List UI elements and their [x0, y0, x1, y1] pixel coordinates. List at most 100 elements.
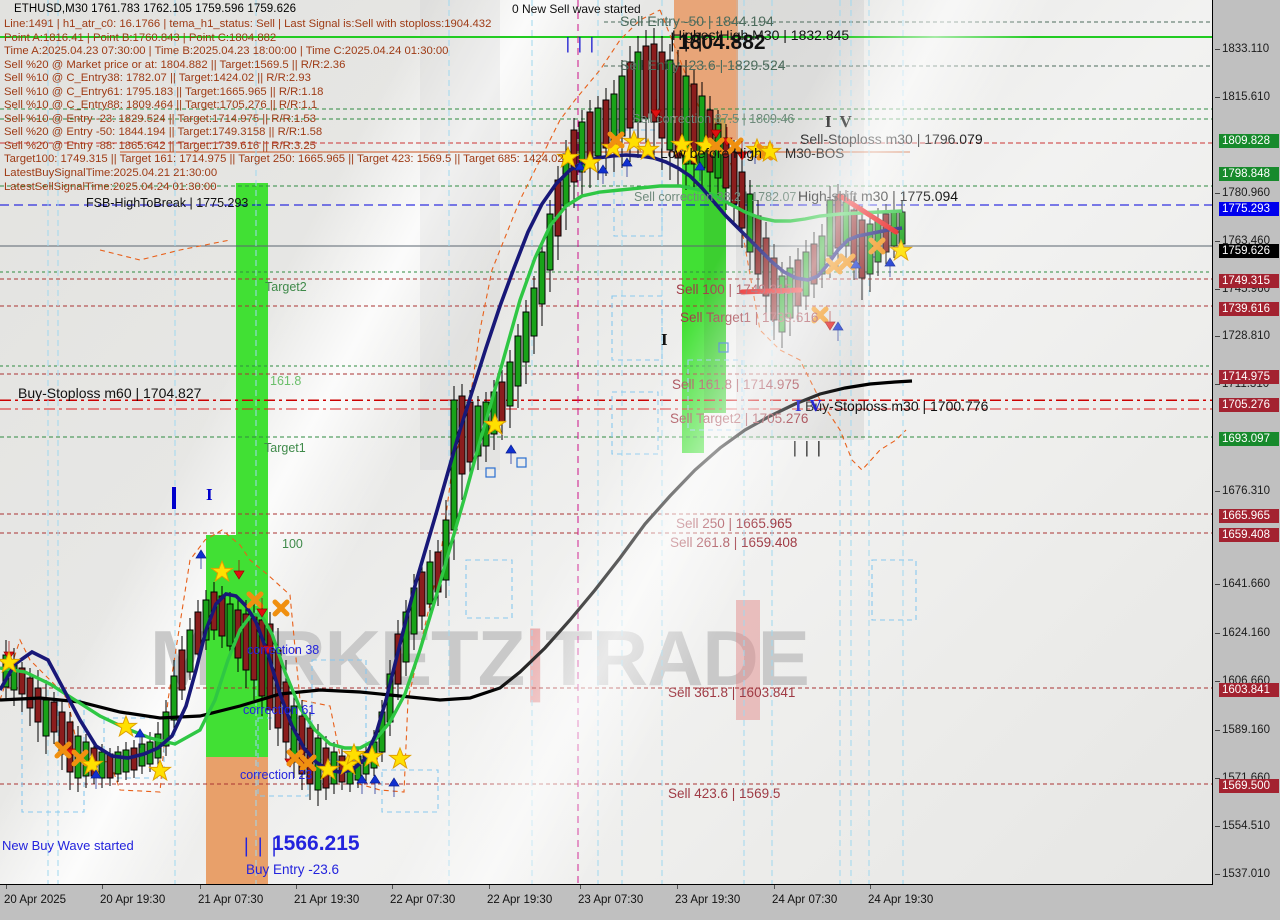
price-tick-mark [1215, 584, 1220, 585]
session-band-orange-1 [206, 757, 268, 884]
price-tick-mark [1215, 336, 1220, 337]
level-lines [0, 21, 1212, 785]
info-line-5: Sell %10 @ C_Entry61: 1795.183 || Target… [4, 85, 324, 98]
price-tick-mark [1215, 681, 1220, 682]
info-line-4: Sell %10 @ C_Entry38: 1782.07 || Target:… [4, 72, 311, 85]
info-line-9: Sell %20 @ Entry -88: 1865.642 || Target… [4, 139, 316, 152]
roman-wave-I-low: I [206, 485, 215, 504]
price-tick-1: 1815.610 [1222, 91, 1270, 103]
price-tick-mark [1215, 97, 1220, 98]
time-tick-mark [870, 885, 871, 889]
roman-wave-III-top: | | | [566, 34, 596, 53]
chart-svg [0, 0, 1212, 884]
annotation-sell-stoploss-m30: Sell-Stoploss m30 | 1796.079 [800, 131, 983, 147]
annotation-correction-38: correction 38 [247, 643, 320, 657]
annotation-fsb-hightobreak: FSB-HighToBreak | 1775.293 [86, 196, 249, 210]
annotation-sell-target1: Sell Target1 | 1739.616 [680, 310, 819, 325]
price-tick-4: 1745.960 [1222, 283, 1270, 295]
price-label-red-11[interactable]: 1603.841 [1219, 683, 1279, 697]
chart-plot-area[interactable]: MARKETZ|TRADE [0, 0, 1213, 885]
watermark-right: TRADE [545, 614, 810, 702]
annotation-buy-stoploss-m60: Buy-Stoploss m60 | 1704.827 [18, 385, 202, 401]
session-band-grey-2 [420, 0, 500, 470]
price-scale[interactable]: 1833.110 1815.610 1780.960 1763.460 1745.960… [1213, 0, 1280, 884]
annotation-sell-target2: Sell Target2 | 1705.276 [670, 411, 809, 426]
time-label-0: 20 Apr 2025 [4, 894, 67, 906]
info-line-8: Sell %20 @ Entry -50: 1844.194 || Target… [4, 126, 323, 139]
price-tick-mark [1215, 289, 1220, 290]
tema-mid-line [0, 184, 903, 750]
time-label-7: 23 Apr 19:30 [675, 894, 741, 906]
time-label-9: 24 Apr 19:30 [868, 894, 934, 906]
annotation-low-before-high: Low before High [660, 145, 762, 161]
info-line-1: Point A:1816.41 | Point B:1760.843 | Poi… [4, 31, 277, 44]
time-label-5: 22 Apr 19:30 [487, 894, 553, 906]
annotation-sell-3618: Sell 361.8 | 1603.841 [668, 685, 796, 700]
info-line-11: LatestBuySignalTime:2025.04.21 21:30:00 [4, 167, 218, 180]
time-tick-mark [774, 885, 775, 889]
info-line-2: Time A:2025.04.23 07:30:00 | Time B:2025… [4, 45, 449, 58]
time-tick-mark [489, 885, 490, 889]
price-tick-mark [1215, 633, 1220, 634]
price-label-red-5[interactable]: 1739.616 [1219, 302, 1279, 316]
price-tick-mark [1215, 49, 1220, 50]
price-label-green-8[interactable]: 1693.097 [1219, 432, 1279, 446]
session-band-pink-1 [736, 600, 760, 720]
annotation-fib-100: 100 [282, 537, 303, 551]
info-line-3: Sell %20 @ Market price or at: 1804.882 … [4, 58, 346, 71]
time-tick-mark [200, 885, 201, 889]
price-label-blue-2[interactable]: 1775.293 [1219, 202, 1279, 216]
annotation-sell-entry-236: Sell Entry -23.6 | 1829.524 [620, 57, 786, 73]
price-tick-3: 1763.460 [1222, 235, 1270, 247]
time-scale[interactable]: 20 Apr 2025 20 Apr 19:30 21 Apr 07:30 21 Ap… [0, 885, 1280, 920]
annotation-buy-stoploss-m30: Buy-Stoploss m30 | 1700.776 [805, 398, 989, 414]
price-label-red-7[interactable]: 1705.276 [1219, 398, 1279, 412]
price-tick-13: 1554.510 [1222, 820, 1270, 832]
annotation-correction-61: correction 61 [243, 703, 316, 717]
annotation-target1: Target1 [264, 441, 306, 455]
tema-slow-line [0, 379, 913, 720]
price-tick-mark [1215, 826, 1220, 827]
annotation-new-sell-wave: 0 New Sell wave started [512, 2, 641, 16]
annotation-sell-250: Sell 250 | 1665.965 [676, 516, 793, 531]
price-tick-5: 1728.810 [1222, 330, 1270, 342]
price-label-red-12[interactable]: 1569.500 [1219, 779, 1279, 793]
price-label-red-6[interactable]: 1714.975 [1219, 370, 1279, 384]
price-tick-6: 1711.310 [1222, 378, 1270, 390]
price-tick-7: 1676.310 [1222, 485, 1270, 497]
roman-wave-III-mid: | | | [793, 438, 823, 457]
price-tick-mark [1215, 730, 1220, 731]
time-label-3: 21 Apr 19:30 [294, 894, 360, 906]
annotation-buy-wave-price: 1566.215 [272, 832, 360, 855]
time-tick-mark [296, 885, 297, 889]
price-tick-mark [1215, 384, 1220, 385]
time-label-8: 24 Apr 07:30 [772, 894, 838, 906]
roman-wave-IV-mid: I V [795, 396, 824, 415]
price-tick-mark [1215, 193, 1220, 194]
price-tick-14: 1537.010 [1222, 868, 1270, 880]
price-tick-9: 1624.160 [1222, 627, 1270, 639]
annotation-sell-4236: Sell 423.6 | 1569.5 [668, 786, 781, 801]
price-label-red-4[interactable]: 1749.315 [1219, 274, 1279, 288]
price-tick-mark [1215, 778, 1220, 779]
annotation-sell-100: Sell 100 | 1749.315 [676, 282, 793, 297]
price-tick-8: 1641.660 [1222, 578, 1270, 590]
session-dividers [47, 0, 904, 884]
info-line-6: Sell %10 @ C_Entry88: 1809.464 || Target… [4, 99, 318, 112]
price-label-red-9[interactable]: 1665.965 [1219, 509, 1279, 523]
price-label-black-3[interactable]: 1759.626 [1219, 244, 1279, 258]
info-line-12: LatestSellSignalTime:2025.04.24 01:30:00 [4, 180, 217, 193]
price-label-green-1[interactable]: 1798.848 [1219, 167, 1279, 181]
wave-tick-mark [172, 487, 176, 509]
annotation-fib-1618: 161.8 [270, 374, 302, 388]
annotation-new-buy-wave: New Buy Wave started [2, 838, 134, 853]
trend-strokes [739, 193, 899, 295]
annotation-high-shift-m30: High-shift m30 | 1775.094 [798, 188, 959, 204]
annotation-highest-high-value: 1804.882 [678, 31, 766, 54]
price-label-green-0[interactable]: 1809.828 [1219, 134, 1279, 148]
price-tick-mark [1215, 491, 1220, 492]
annotation-sell-2618: Sell 261.8 | 1659.408 [670, 535, 798, 550]
price-label-red-10[interactable]: 1659.408 [1219, 528, 1279, 542]
annotation-correction-23: correction 23 [240, 768, 313, 782]
